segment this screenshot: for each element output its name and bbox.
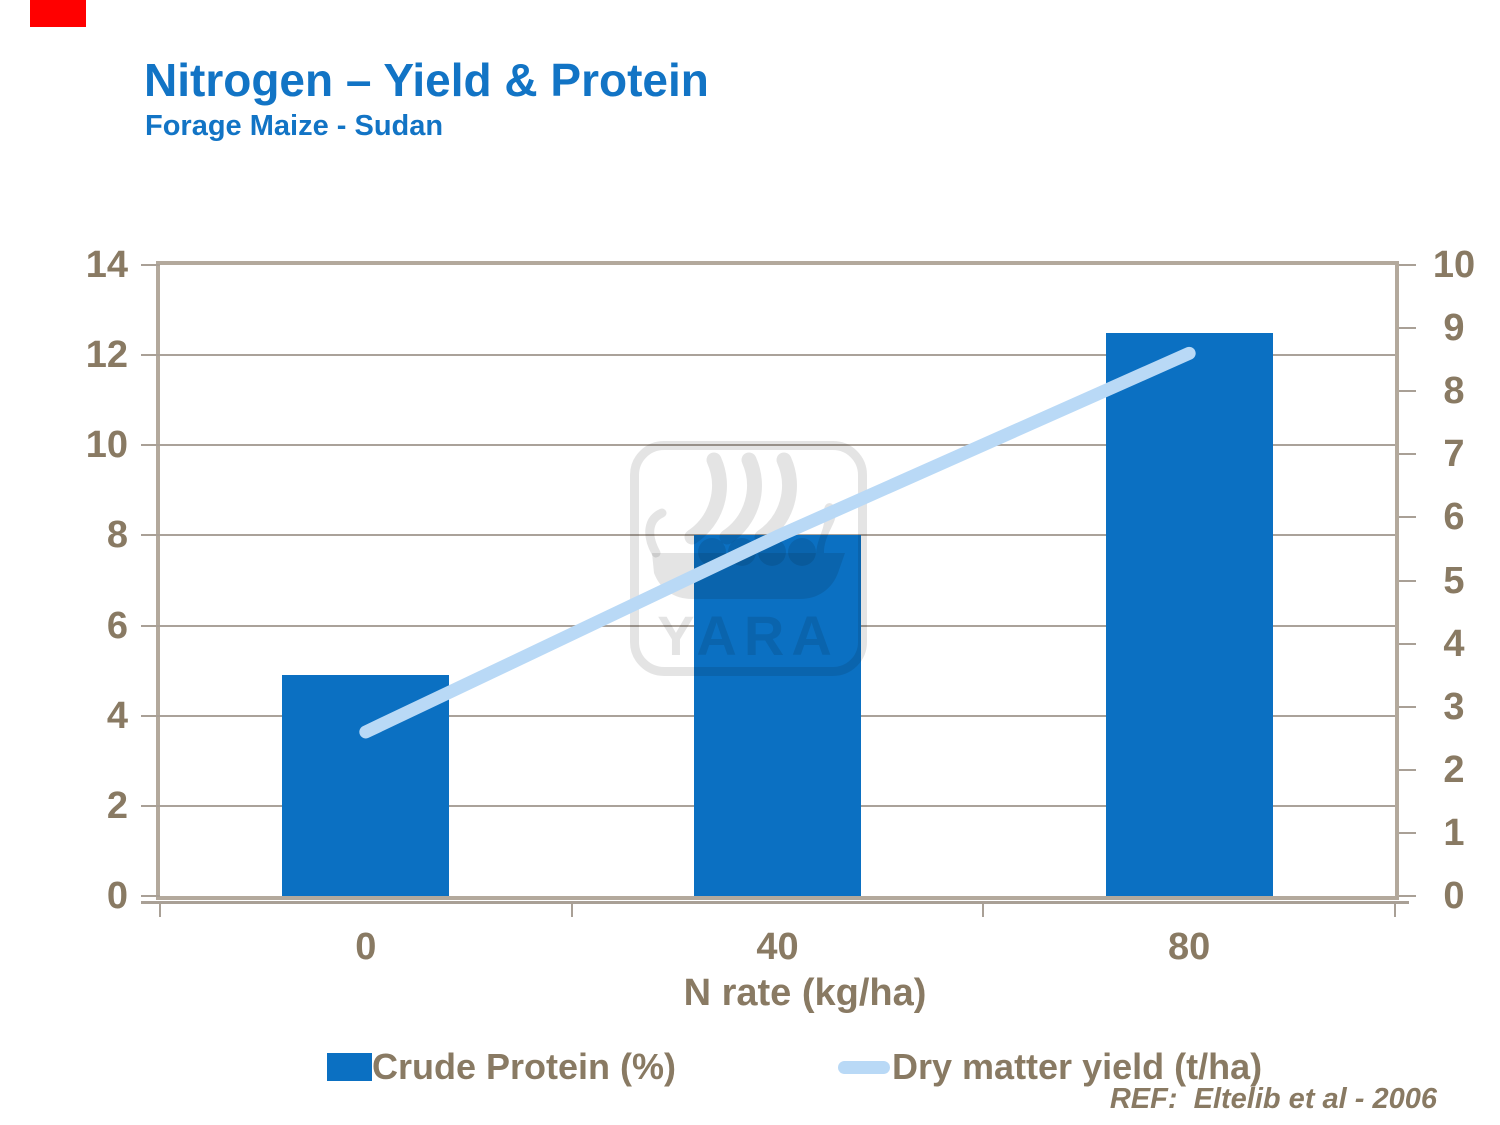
reference-text: REF: Eltelib et al - 2006 bbox=[1109, 1083, 1437, 1115]
x-axis-tick bbox=[159, 901, 161, 917]
x-axis-tick bbox=[570, 901, 573, 917]
red-marker bbox=[30, 0, 86, 27]
right-axis-tick bbox=[1399, 831, 1416, 834]
legend-swatch-bar bbox=[327, 1053, 372, 1081]
left-axis-tick-label: 4 bbox=[106, 694, 128, 737]
right-axis-tick bbox=[1399, 327, 1416, 330]
right-axis-tick bbox=[1399, 642, 1416, 645]
legend-item-crude-protein: Crude Protein (%) bbox=[327, 1046, 677, 1087]
left-axis-tick-label: 0 bbox=[106, 875, 128, 917]
right-axis-tick-label: 2 bbox=[1443, 748, 1465, 791]
gridline bbox=[160, 534, 1395, 537]
gridline bbox=[160, 714, 1395, 717]
right-axis-tick bbox=[1399, 264, 1416, 266]
right-axis-tick bbox=[1399, 768, 1416, 771]
legend-swatch-line bbox=[838, 1060, 890, 1074]
chart-subtitle: Forage Maize - Sudan bbox=[145, 110, 444, 142]
right-axis-tick-label: 8 bbox=[1443, 370, 1465, 413]
gridline bbox=[160, 354, 1395, 357]
left-axis-tick-label: 10 bbox=[85, 424, 128, 467]
x-axis-tick bbox=[982, 901, 985, 917]
x-axis-line bbox=[141, 901, 1409, 904]
right-axis-tick-label: 1 bbox=[1443, 811, 1465, 854]
legend-label-crude-protein: Crude Protein (%) bbox=[372, 1046, 677, 1087]
left-axis-tick-label: 8 bbox=[106, 514, 128, 557]
legend-label-dry-matter: Dry matter yield (t/ha) bbox=[892, 1046, 1263, 1087]
x-axis-category-label: 40 bbox=[756, 926, 799, 968]
chart-title: Nitrogen – Yield & Protein bbox=[144, 54, 709, 106]
right-axis-tick-label: 3 bbox=[1443, 685, 1465, 728]
right-axis-tick-label: 6 bbox=[1443, 496, 1465, 539]
gridline bbox=[160, 444, 1395, 447]
right-axis-tick bbox=[1399, 390, 1416, 393]
x-axis-category-label: 80 bbox=[1168, 926, 1211, 968]
x-axis-title: N rate (kg/ha) bbox=[683, 972, 927, 1014]
right-axis-tick bbox=[1399, 579, 1416, 582]
left-axis-tick-label: 14 bbox=[85, 244, 128, 286]
right-axis-tick bbox=[1399, 453, 1416, 456]
right-axis-tick-label: 9 bbox=[1443, 307, 1465, 350]
right-axis-tick bbox=[1399, 895, 1416, 897]
right-axis-tick-label: 5 bbox=[1443, 559, 1465, 602]
right-axis-tick-label: 0 bbox=[1443, 875, 1465, 917]
right-axis-tick-label: 7 bbox=[1443, 433, 1465, 476]
x-axis-tick bbox=[1394, 901, 1396, 917]
right-axis-tick bbox=[1399, 705, 1416, 708]
gridline bbox=[160, 804, 1395, 807]
gridline bbox=[160, 624, 1395, 627]
x-axis-category-label: 0 bbox=[355, 926, 377, 968]
left-axis-tick-label: 2 bbox=[106, 784, 128, 827]
left-axis-tick-label: 6 bbox=[106, 604, 128, 647]
legend-item-dry-matter: Dry matter yield (t/ha) bbox=[838, 1046, 1263, 1087]
right-axis-tick-label: 10 bbox=[1432, 244, 1476, 286]
plot-area bbox=[156, 261, 1399, 900]
right-axis-tick-label: 4 bbox=[1443, 622, 1465, 665]
left-axis-tick-label: 12 bbox=[85, 334, 128, 377]
right-axis-tick bbox=[1399, 516, 1416, 519]
